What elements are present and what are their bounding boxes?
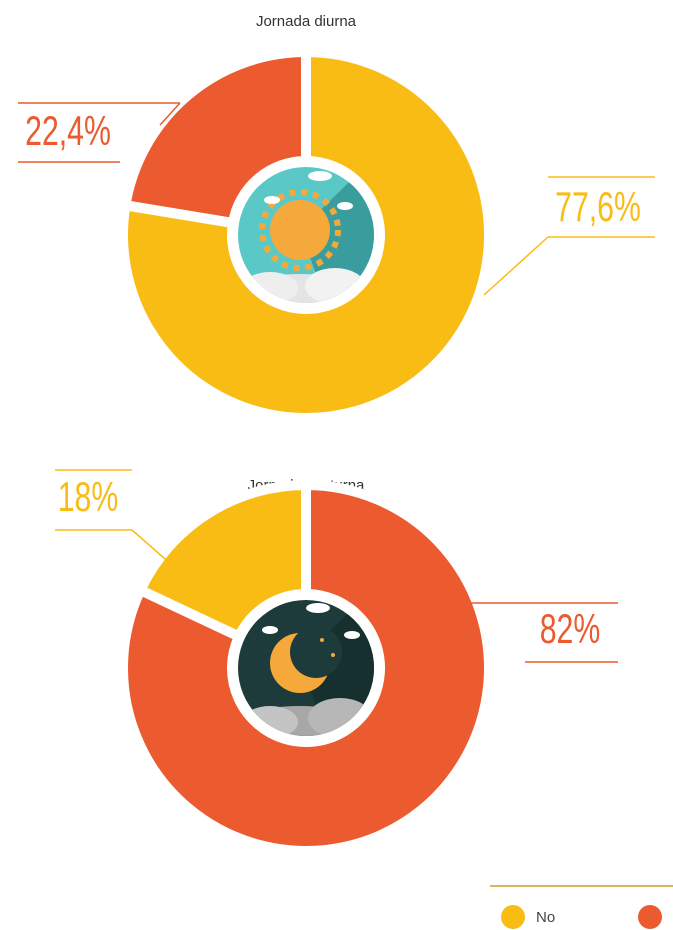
value-label: 18% [58, 473, 119, 520]
value-label: 22,4% [25, 107, 111, 154]
chart-title: Jornada diurna [256, 13, 357, 30]
value-label: 82% [540, 605, 601, 652]
legend-swatch [638, 905, 662, 929]
legend-label: No [536, 909, 555, 926]
value-label: 77,6% [555, 183, 641, 230]
legend: NoSí [490, 886, 673, 929]
legend-swatch [501, 905, 525, 929]
page: Jornada diurnaNo77,6%Sí22,4%Jornada noct… [0, 0, 673, 930]
